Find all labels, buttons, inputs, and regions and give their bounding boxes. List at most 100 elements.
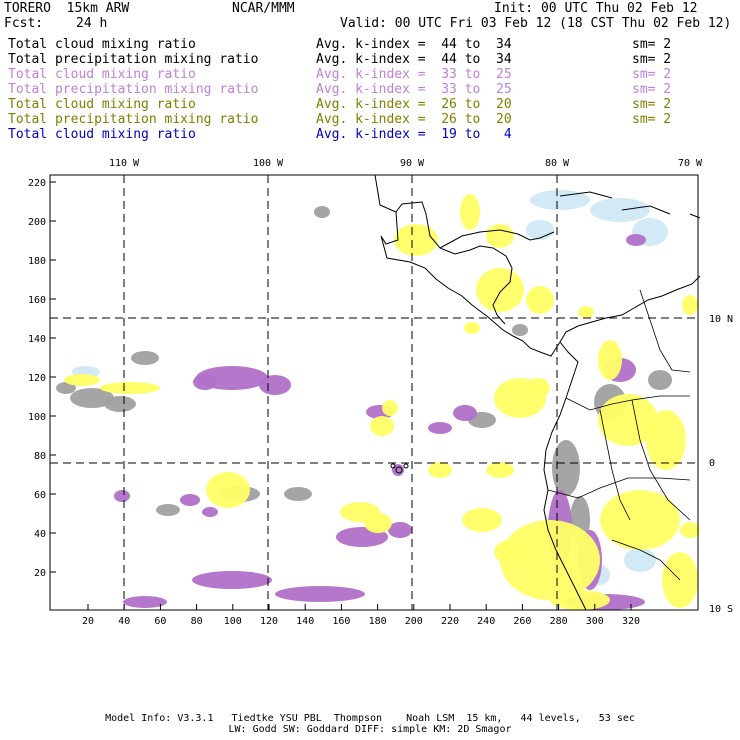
lightblue-field-area bbox=[624, 548, 656, 572]
x-tick-label: 80 bbox=[191, 616, 203, 627]
y-axis: 20 40 60 80 100 120 140 160 180 200 220 bbox=[28, 178, 56, 579]
yellow-field-area bbox=[100, 382, 160, 394]
yellow-field-area bbox=[598, 394, 658, 446]
valid-time: Valid: 00 UTC Fri 03 Feb 12 (18 CST Thu … bbox=[340, 16, 732, 31]
y-tick-label: 120 bbox=[28, 373, 46, 384]
latitude-label: 10 N bbox=[709, 314, 733, 325]
purple-field-area bbox=[123, 596, 167, 608]
x-axis: 20 40 60 80 100 120 140 160 180 200 220 240 260 280 30… bbox=[82, 604, 640, 627]
model-name: TORERO 15km ARW bbox=[4, 1, 130, 16]
y-tick-label: 180 bbox=[28, 256, 46, 267]
legend-index: Avg. k-index = 44 to 34 bbox=[316, 52, 512, 67]
x-tick-label: 20 bbox=[82, 616, 94, 627]
yellow-field-area bbox=[646, 410, 686, 470]
x-tick-label: 40 bbox=[118, 616, 130, 627]
legend-sm: sm= 2 bbox=[632, 112, 672, 127]
x-tick-label: 280 bbox=[550, 616, 568, 627]
purple-field-area bbox=[428, 422, 452, 434]
gray-field-area bbox=[70, 388, 114, 408]
longitude-label: 110 W bbox=[109, 158, 140, 169]
coastline-layer bbox=[374, 174, 701, 611]
legend-index: Avg. k-index = 26 to 20 bbox=[316, 97, 512, 112]
purple-field-area bbox=[193, 374, 217, 390]
init-time: Init: 00 UTC Thu 02 Feb 12 bbox=[494, 1, 698, 16]
yellow-field-area bbox=[394, 224, 438, 256]
y-tick-label: 200 bbox=[28, 217, 46, 228]
gray-field-area bbox=[131, 351, 159, 365]
legend-index: Avg. k-index = 44 to 34 bbox=[316, 37, 512, 52]
y-tick-label: 40 bbox=[34, 529, 46, 540]
x-tick-label: 240 bbox=[477, 616, 495, 627]
x-tick-label: 100 bbox=[224, 616, 242, 627]
yellow-field-area bbox=[500, 520, 600, 600]
longitude-label: 100 W bbox=[253, 158, 284, 169]
yellow-field-area bbox=[364, 513, 392, 533]
yellow-field-area bbox=[462, 508, 502, 532]
yellow-field-area bbox=[428, 462, 452, 478]
yellow-field-area bbox=[206, 472, 250, 508]
purple-field-area bbox=[453, 405, 477, 421]
map-frame bbox=[49, 174, 699, 611]
x-tick-label: 180 bbox=[369, 616, 387, 627]
longitude-label: 80 W bbox=[545, 158, 570, 169]
yellow-field-area bbox=[526, 378, 550, 398]
x-tick-label: 300 bbox=[586, 616, 604, 627]
longitude-label: 90 W bbox=[400, 158, 425, 169]
gray-field-area bbox=[156, 504, 180, 516]
model-info-line-2: LW: Godd SW: Goddard DIFF: simple KM: 2D… bbox=[228, 724, 512, 735]
yellow-field-area bbox=[598, 340, 622, 380]
longitude-label: 70 W bbox=[678, 158, 703, 169]
longitude-labels: 110 W 100 W 90 W 80 W 70 W bbox=[109, 158, 703, 169]
legend-field: Total cloud mixing ratio bbox=[8, 97, 196, 112]
yellow-field-area bbox=[64, 374, 100, 386]
legend-field: Total cloud mixing ratio bbox=[8, 127, 196, 142]
gray-field-area bbox=[314, 206, 330, 218]
lightblue-field-area bbox=[526, 220, 554, 240]
legend-index: Avg. k-index = 19 to 4 bbox=[316, 127, 512, 142]
lat-lon-grid bbox=[50, 175, 698, 610]
yellow-field-area bbox=[600, 490, 680, 550]
y-tick-label: 80 bbox=[34, 451, 46, 462]
latitude-labels: 10 N 0 10 S bbox=[709, 314, 733, 615]
legend-index: Avg. k-index = 33 to 25 bbox=[316, 67, 512, 82]
yellow-field-area bbox=[460, 194, 480, 230]
gray-field-area bbox=[284, 487, 312, 501]
x-tick-label: 200 bbox=[405, 616, 423, 627]
yellow-field-area bbox=[464, 322, 480, 334]
y-tick-label: 100 bbox=[28, 412, 46, 423]
purple-field-area bbox=[180, 494, 200, 506]
model-info-line-1: Model Info: V3.3.1 Tiedtke YSU PBL Thomp… bbox=[105, 713, 635, 724]
latitude-label: 10 S bbox=[709, 604, 733, 615]
gray-field-area bbox=[512, 324, 528, 336]
legend-sm: sm= 2 bbox=[632, 52, 672, 67]
legend-sm: sm= 2 bbox=[632, 67, 672, 82]
field-layer bbox=[56, 190, 700, 610]
x-tick-label: 320 bbox=[622, 616, 640, 627]
legend-field: Total precipitation mixing ratio bbox=[8, 52, 259, 67]
yellow-field-area bbox=[682, 295, 698, 315]
yellow-field-area bbox=[578, 306, 594, 318]
gray-field-area bbox=[104, 396, 136, 412]
legend-field: Total cloud mixing ratio bbox=[8, 67, 196, 82]
y-tick-label: 220 bbox=[28, 178, 46, 189]
map-figure: 20 40 60 80 100 120 140 160 180 200 220 20 40 60 80 10… bbox=[28, 158, 733, 627]
organization: NCAR/MMM bbox=[232, 1, 295, 16]
gray-field-area bbox=[648, 370, 672, 390]
purple-field-area bbox=[192, 571, 272, 589]
y-tick-label: 20 bbox=[34, 568, 46, 579]
yellow-field-area bbox=[680, 522, 700, 538]
y-tick-label: 60 bbox=[34, 490, 46, 501]
legend-field: Total cloud mixing ratio bbox=[8, 37, 196, 52]
yellow-field-area bbox=[476, 268, 524, 312]
legend-sm: sm= 2 bbox=[632, 82, 672, 97]
yellow-field-area bbox=[494, 540, 526, 564]
legend-index: Avg. k-index = 26 to 20 bbox=[316, 112, 512, 127]
gray-field-area bbox=[56, 382, 76, 394]
x-tick-label: 220 bbox=[441, 616, 459, 627]
purple-field-area bbox=[275, 586, 365, 602]
x-tick-label: 160 bbox=[332, 616, 350, 627]
x-tick-label: 260 bbox=[513, 616, 531, 627]
purple-field-area bbox=[114, 490, 130, 502]
x-tick-label: 120 bbox=[260, 616, 278, 627]
latitude-label: 0 bbox=[709, 458, 715, 469]
